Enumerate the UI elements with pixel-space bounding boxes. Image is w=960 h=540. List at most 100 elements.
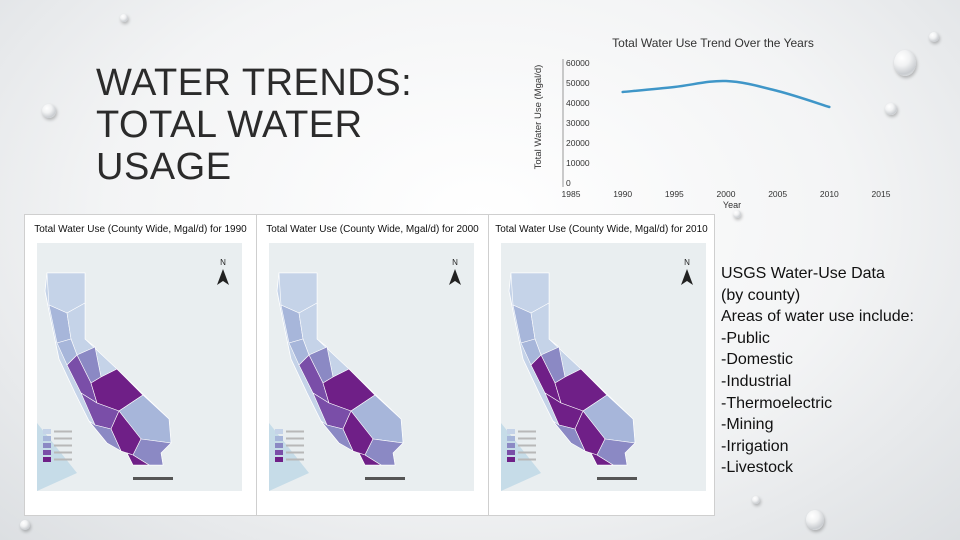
slide-title: WATER TRENDS: TOTAL WATER USAGE [96,62,456,188]
water-droplet [42,104,56,118]
north-label: N [220,258,226,267]
legend-swatch [275,457,283,462]
county-region [358,452,383,466]
slide-title-line: WATER TRENDS: [96,62,413,104]
water-droplet [929,32,939,42]
county-region [590,452,615,466]
legend-entry [286,458,304,461]
info-text-block: USGS Water-Use Data (by county) Areas of… [721,263,956,479]
x-tick-label: 2010 [820,189,839,199]
north-arrow-icon [217,269,229,285]
map-title: Total Water Use (County Wide, Mgal/d) fo… [34,224,247,235]
scale-bar [133,477,173,480]
legend-swatch [507,436,515,441]
y-tick-label: 50000 [566,78,590,88]
info-line: -Domestic [721,351,794,369]
y-axis-ticks: 0 10000 20000 30000 40000 50000 60000 [566,58,590,188]
series-line [621,79,831,109]
info-line: -Thermoelectric [721,394,833,412]
x-axis-ticks: 1985 1990 1995 2000 2005 2010 2015 [562,189,891,199]
california-shape: N [269,243,474,491]
info-line: -Irrigation [721,437,789,455]
water-droplet [885,103,897,115]
info-line: -Mining [721,416,774,434]
water-droplet [120,14,128,22]
legend-entry [518,458,536,461]
north-label: N [684,258,690,267]
legend-entry [518,451,536,454]
legend-entry [286,430,304,433]
california-shape: N [501,243,706,491]
county-region [88,420,122,452]
x-tick-label: 2005 [768,189,787,199]
y-tick-label: 60000 [566,58,590,68]
legend-swatch [43,436,51,441]
legend-entry [286,451,304,454]
legend-entry [54,430,72,433]
map-title: Total Water Use (County Wide, Mgal/d) fo… [266,224,479,235]
legend-entry [54,444,72,447]
chart-title: Total Water Use Trend Over the Years [612,36,814,50]
water-droplet [20,520,30,530]
x-tick-label: 2015 [872,189,891,199]
county-region [552,420,586,452]
info-line: -Industrial [721,372,792,390]
legend-swatch [275,450,283,455]
north-arrow-icon [449,269,461,285]
scale-bar [597,477,637,480]
california-county-map: N [37,243,242,491]
info-line: -Livestock [721,459,794,477]
legend-entry [286,437,304,440]
x-axis-label: Year [723,200,741,210]
y-tick-label: 0 [566,178,571,188]
info-line: (by county) [721,286,801,304]
legend-entry [286,444,304,447]
north-label: N [452,258,458,267]
county-region [126,452,151,466]
y-tick-label: 10000 [566,158,590,168]
water-use-line-chart: Total Water Use Trend Over the Years Tot… [533,36,891,210]
map-legend [507,429,536,462]
map-title: Total Water Use (County Wide, Mgal/d) fo… [495,224,708,235]
legend-swatch [43,450,51,455]
water-droplet [806,510,824,530]
legend-swatch [275,429,283,434]
legend-entry [54,437,72,440]
legend-swatch [43,443,51,448]
legend-entry [54,458,72,461]
california-shape: N [37,243,242,491]
x-tick-label: 1990 [613,189,632,199]
map-legend [43,429,72,462]
legend-swatch [507,457,515,462]
slide-title-line: TOTAL WATER [96,104,363,146]
legend-swatch [275,436,283,441]
water-droplet [752,496,760,504]
map-panel-2000: Total Water Use (County Wide, Mgal/d) fo… [256,214,489,516]
info-line: USGS Water-Use Data [721,265,885,282]
info-line: Areas of water use include: [721,308,914,326]
legend-entry [518,437,536,440]
map-legend [275,429,304,462]
slide-title-line: USAGE [96,146,232,188]
california-county-map: N [501,243,706,491]
x-tick-label: 1985 [562,189,581,199]
legend-swatch [507,429,515,434]
x-tick-label: 2000 [717,189,736,199]
water-droplet [894,50,916,76]
legend-swatch [275,443,283,448]
north-arrow-icon [681,269,693,285]
info-line: -Public [721,329,770,347]
y-axis-label: Total Water Use (Mgal/d) [533,65,544,170]
legend-swatch [507,450,515,455]
map-panel-1990: Total Water Use (County Wide, Mgal/d) fo… [24,214,257,516]
legend-entry [518,444,536,447]
map-panel-2010: Total Water Use (County Wide, Mgal/d) fo… [488,214,715,516]
y-tick-label: 30000 [566,118,590,128]
x-tick-label: 1995 [665,189,684,199]
california-county-map: N [269,243,474,491]
water-droplet [733,210,741,218]
legend-swatch [507,443,515,448]
y-tick-label: 20000 [566,138,590,148]
y-tick-label: 40000 [566,98,590,108]
county-region [320,420,354,452]
